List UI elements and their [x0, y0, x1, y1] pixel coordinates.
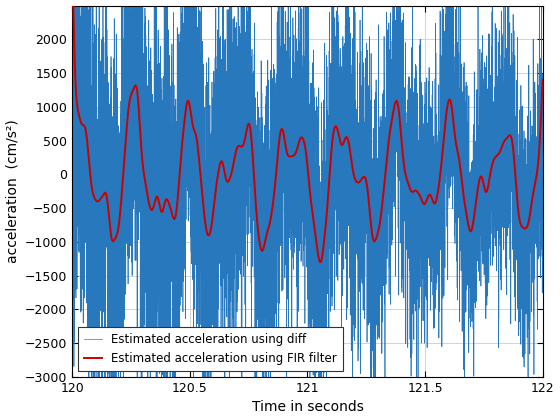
Estimated acceleration using diff [347, 64, 354, 69]
Estimated acceleration using diff [443, 50, 450, 55]
Y-axis label: acceleration  (cm/s²): acceleration (cm/s²) [6, 119, 20, 263]
Estimated acceleration using diff [92, 131, 99, 136]
Estimated acceleration using diff [539, 78, 546, 83]
Estimated acceleration using FIR filter [539, 78, 546, 83]
Estimated acceleration using FIR filter [443, 113, 450, 118]
Estimated acceleration using diff [239, 85, 246, 90]
Estimated acceleration using diff [69, 3, 76, 8]
Estimated acceleration using diff [418, 81, 424, 86]
Estimated acceleration using FIR filter [347, 152, 354, 158]
Estimated acceleration using FIR filter [92, 198, 99, 203]
Estimated acceleration using FIR filter [317, 260, 324, 265]
Estimated acceleration using FIR filter [239, 143, 246, 148]
X-axis label: Time in seconds: Time in seconds [251, 400, 363, 415]
Estimated acceleration using FIR filter [69, 3, 76, 8]
Estimated acceleration using diff [85, 375, 92, 380]
Estimated acceleration using FIR filter [418, 196, 424, 201]
Estimated acceleration using FIR filter [368, 224, 375, 229]
Line: Estimated acceleration using diff: Estimated acceleration using diff [72, 5, 543, 377]
Estimated acceleration using diff [368, 111, 375, 116]
Line: Estimated acceleration using FIR filter: Estimated acceleration using FIR filter [72, 5, 543, 262]
Legend: Estimated acceleration using diff, Estimated acceleration using FIR filter: Estimated acceleration using diff, Estim… [78, 328, 343, 371]
